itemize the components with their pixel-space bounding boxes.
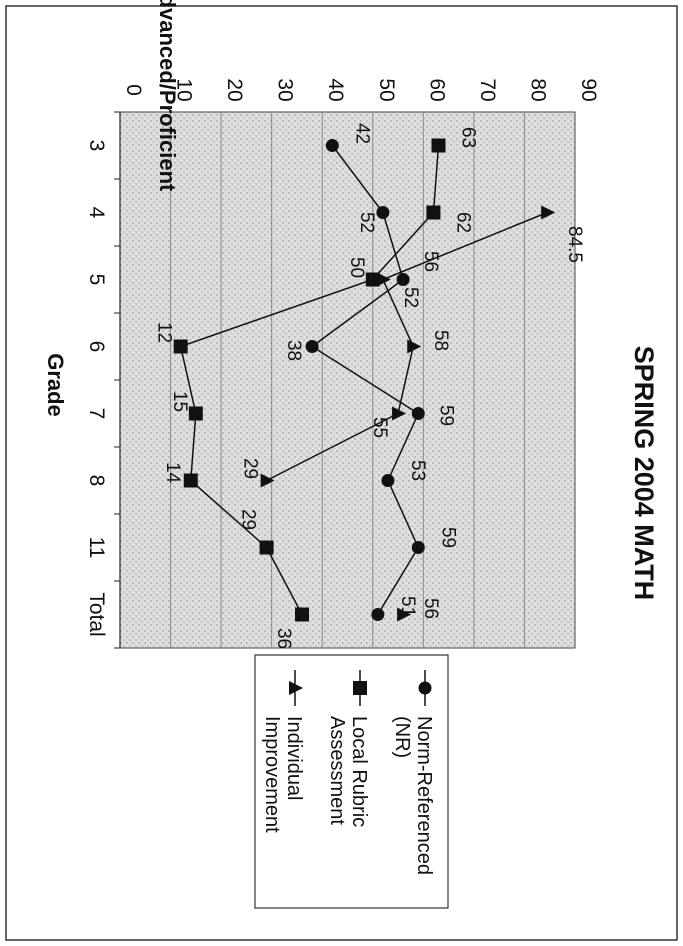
- y-tick-label: 90: [577, 78, 600, 101]
- x-tick-label: 11: [85, 537, 108, 559]
- data-label: 56: [420, 598, 441, 619]
- data-label: 55: [369, 417, 390, 438]
- marker-circle: [418, 681, 432, 695]
- x-tick-label: 4: [85, 207, 108, 219]
- x-tick-label: 3: [85, 140, 108, 152]
- y-tick-label: 0: [122, 84, 145, 96]
- marker-square: [353, 681, 367, 695]
- marker-triangle: [376, 272, 391, 287]
- legend-label: Local Rubric: [348, 716, 370, 827]
- x-tick-label: Total: [85, 592, 108, 636]
- y-tick-label: 70: [476, 78, 499, 101]
- gridlines: [170, 112, 525, 648]
- data-label: 12: [154, 322, 175, 343]
- marker-square: [259, 540, 274, 555]
- plot-background: [119, 111, 576, 649]
- legend-box: [254, 654, 449, 909]
- legend: Norm-Referenced(NR) Local RubricAssessmen…: [254, 654, 449, 909]
- legend-label: Norm-Referenced: [413, 716, 435, 875]
- x-tick-label: 6: [85, 341, 108, 353]
- data-label: 58: [430, 330, 451, 351]
- data-label: 53: [407, 460, 428, 481]
- series-line: [310, 145, 420, 615]
- marker-circle: [381, 474, 395, 487]
- data-label: 15: [169, 391, 190, 412]
- y-tick-label: 60: [425, 78, 448, 101]
- y-tick-label: 40: [324, 78, 347, 101]
- x-axis-title: Grade: [43, 353, 68, 417]
- y-tick-label: 50: [375, 78, 398, 101]
- series-layer: [173, 138, 556, 622]
- x-tick-label: 8: [85, 475, 108, 487]
- marker-square: [426, 205, 441, 220]
- data-label: 56: [420, 251, 441, 272]
- marker-square: [431, 138, 446, 153]
- data-label: 63: [458, 127, 479, 148]
- data-labels: 42 52 56 38 59 53 59 51 63 62 50 12 15 14 29 36 84.5 52 58…: [154, 123, 586, 649]
- marker-circle: [396, 273, 410, 286]
- marker-square: [183, 473, 198, 488]
- data-label: 51: [397, 596, 418, 617]
- series-line: [179, 145, 440, 615]
- marker-triangle: [392, 406, 407, 421]
- marker-triangle: [407, 339, 422, 354]
- y-axis-title: Percent Advanced/Proficient: [155, 0, 180, 192]
- data-label: 50: [346, 257, 367, 278]
- y-tick-label: 80: [526, 78, 549, 101]
- data-label: 52: [356, 212, 377, 233]
- marker-square: [295, 607, 309, 622]
- data-label: 36: [273, 628, 294, 649]
- y-tick-label: 30: [274, 78, 297, 101]
- data-label: 29: [240, 458, 261, 479]
- legend-label: Individual: [283, 716, 305, 801]
- series-1: [305, 139, 425, 621]
- marker-circle: [371, 608, 385, 621]
- marker-triangle: [541, 205, 556, 220]
- plot-area: [119, 111, 576, 649]
- legend-label: Improvement: [261, 716, 283, 833]
- marker-circle: [305, 340, 319, 353]
- series-3: [260, 205, 556, 622]
- chart-title: SPRING 2004 MATH: [629, 346, 659, 601]
- data-label: 52: [400, 287, 421, 308]
- data-label: 62: [452, 212, 473, 233]
- marker-circle: [376, 206, 390, 219]
- marker-square: [173, 339, 188, 354]
- y-tick-label: 20: [223, 78, 246, 101]
- data-label: 14: [162, 462, 183, 484]
- legend-label: (NR): [391, 716, 413, 758]
- marker-circle: [325, 139, 339, 152]
- data-label: 42: [351, 123, 372, 144]
- marker-square: [365, 272, 380, 287]
- data-label: 38: [283, 340, 304, 361]
- data-label: 59: [437, 527, 458, 548]
- x-tick-label: 5: [85, 274, 108, 286]
- marker-triangle: [260, 473, 275, 488]
- series-2: [173, 138, 446, 622]
- y-tick-label: 10: [173, 78, 196, 101]
- marker-circle: [411, 407, 425, 420]
- marker-square: [188, 406, 203, 421]
- marker-circle: [411, 541, 425, 554]
- x-tick-label: 7: [85, 408, 108, 420]
- marker-triangle: [397, 607, 412, 622]
- data-label: 84.5: [564, 226, 585, 263]
- marker-triangle: [289, 681, 303, 695]
- legend-label: Assessment: [326, 716, 348, 825]
- data-label: 59: [435, 405, 456, 426]
- data-label: 29: [238, 509, 259, 530]
